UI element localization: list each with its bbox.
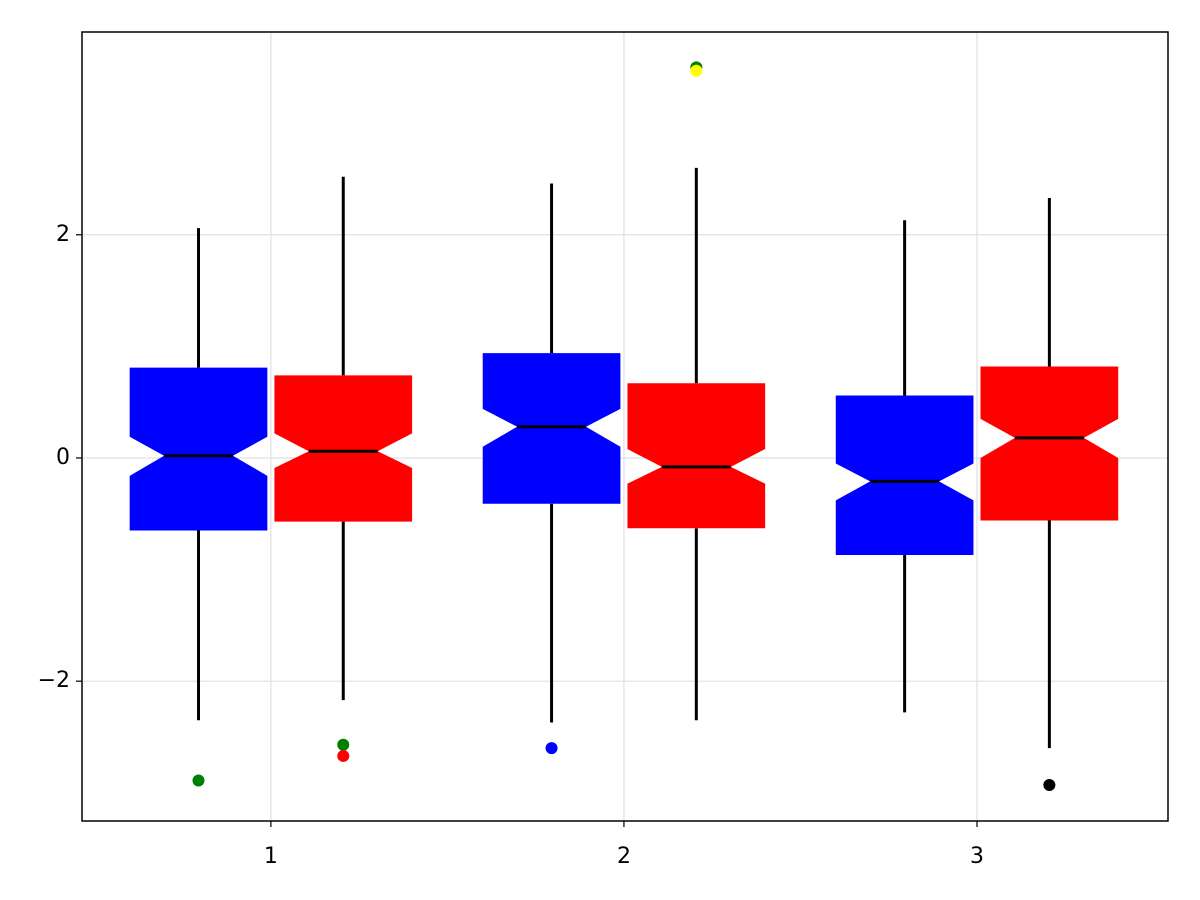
box [835,395,974,556]
y-tick-label: 0 [56,445,70,470]
plot-frame [81,31,1169,822]
outlier [545,742,558,755]
outlier [337,749,350,762]
box [482,353,621,504]
box [129,367,268,531]
outlier [192,774,205,787]
y-tick-label: −2 [38,668,70,693]
outlier [1043,778,1056,791]
x-tick-label: 2 [617,844,631,869]
outlier [690,64,703,77]
box [627,383,766,529]
box [274,375,413,522]
outlier [337,738,350,751]
x-tick-label: 3 [970,844,984,869]
x-tick-label: 1 [264,844,278,869]
box [980,366,1119,521]
y-tick-label: 2 [56,222,70,247]
